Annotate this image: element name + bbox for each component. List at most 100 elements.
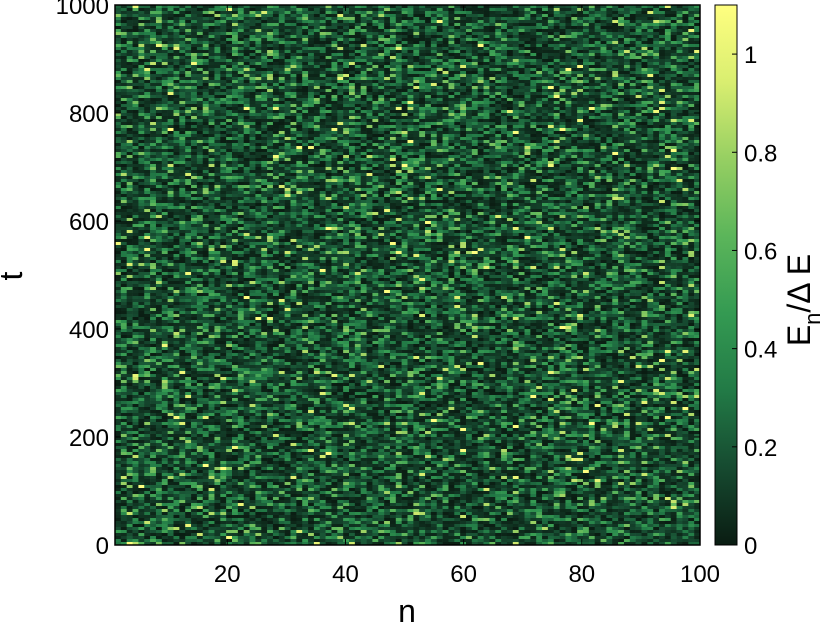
heatmap-cell	[132, 62, 139, 66]
heatmap-cell	[173, 83, 180, 87]
heatmap-cell	[518, 50, 525, 54]
heatmap-cell	[126, 101, 133, 105]
heatmap-cell	[518, 83, 525, 87]
heatmap-cell	[179, 71, 186, 75]
heatmap-cell	[161, 95, 168, 99]
heatmap-cell	[501, 47, 508, 51]
heatmap-cell	[261, 149, 268, 153]
heatmap-cell	[583, 29, 590, 33]
heatmap-cell	[471, 89, 478, 93]
heatmap-cell	[512, 77, 519, 81]
heatmap-cell	[425, 35, 432, 39]
heatmap-cell	[155, 152, 163, 156]
heatmap-cell	[372, 26, 379, 30]
heatmap-cell	[436, 80, 443, 84]
heatmap-cell	[477, 53, 484, 57]
heatmap-cell	[407, 110, 414, 114]
heatmap-cell	[296, 83, 303, 87]
heatmap-cell	[641, 137, 648, 141]
heatmap-cell	[302, 137, 309, 141]
heatmap-cell	[261, 59, 268, 63]
heatmap-cell	[202, 47, 209, 51]
heatmap-cell	[384, 143, 391, 147]
heatmap-cell	[325, 47, 332, 51]
heatmap-cell	[214, 107, 221, 111]
heatmap-cell	[448, 5, 455, 9]
heatmap-cell	[612, 95, 619, 99]
heatmap-cell	[506, 143, 514, 147]
heatmap-cell	[208, 41, 215, 45]
heatmap-cell	[583, 80, 590, 84]
heatmap-cell	[577, 128, 584, 132]
heatmap-cell	[676, 29, 683, 33]
heatmap-cell	[354, 44, 361, 48]
heatmap-cell	[173, 71, 180, 75]
heatmap-cell	[115, 92, 122, 96]
heatmap-cell	[179, 23, 186, 27]
heatmap-cell	[471, 41, 478, 45]
heatmap-cell	[389, 101, 397, 105]
heatmap-cell	[384, 101, 391, 105]
heatmap-cell	[337, 53, 344, 57]
heatmap-cell	[343, 47, 350, 51]
heatmap-cell	[448, 47, 455, 51]
heatmap-cell	[191, 29, 198, 33]
heatmap-cell	[308, 98, 315, 102]
heatmap-cell	[343, 119, 350, 123]
heatmap-cell	[232, 32, 239, 36]
heatmap-cell	[659, 86, 666, 90]
heatmap-cell	[688, 104, 695, 108]
heatmap-cell	[430, 110, 438, 114]
heatmap-cell	[419, 128, 426, 132]
heatmap-cell	[337, 107, 344, 111]
heatmap-cell	[384, 32, 391, 36]
heatmap-cell	[360, 128, 367, 132]
heatmap-cell	[325, 17, 332, 21]
heatmap-cells	[115, 5, 701, 546]
heatmap-cell	[179, 26, 186, 30]
heatmap-cell	[536, 26, 543, 30]
heatmap-cell	[454, 17, 461, 21]
heatmap-cell	[483, 149, 490, 153]
heatmap-cell	[144, 92, 151, 96]
heatmap-cell	[676, 44, 683, 48]
heatmap-cell	[641, 104, 648, 108]
heatmap-cell	[167, 65, 174, 69]
heatmap-cell	[232, 47, 239, 51]
heatmap-cell	[653, 38, 660, 42]
heatmap-cell	[237, 131, 244, 135]
heatmap-cell	[664, 41, 672, 45]
heatmap-cell	[647, 77, 654, 81]
heatmap-cell	[647, 131, 654, 135]
heatmap-cell	[220, 20, 227, 24]
heatmap-cell	[477, 137, 484, 141]
heatmap-cell	[629, 128, 636, 132]
heatmap-cell	[220, 56, 227, 60]
heatmap-cell	[536, 74, 543, 78]
heatmap-cell	[237, 20, 244, 24]
heatmap-cell	[477, 128, 484, 132]
heatmap-cell	[191, 107, 198, 111]
heatmap-cell	[454, 65, 461, 69]
heatmap-cell	[448, 122, 455, 126]
heatmap-cell	[536, 68, 543, 72]
heatmap-cell	[495, 140, 502, 144]
heatmap-cell	[571, 20, 578, 24]
heatmap-cell	[506, 95, 514, 99]
heatmap-cell	[425, 107, 432, 111]
heatmap-cell	[670, 5, 677, 9]
heatmap-cell	[389, 20, 397, 24]
heatmap-cell	[606, 74, 613, 78]
heatmap-cell	[179, 80, 186, 84]
heatmap-cell	[278, 38, 285, 42]
heatmap-cell	[349, 50, 356, 54]
heatmap-cell	[676, 104, 683, 108]
heatmap-cell	[565, 134, 572, 138]
heatmap-cell	[436, 77, 443, 81]
heatmap-cell	[155, 32, 163, 36]
heatmap-cell	[670, 29, 677, 33]
heatmap-cell	[489, 137, 496, 141]
heatmap-cell	[583, 59, 590, 63]
heatmap-cell	[138, 149, 145, 153]
heatmap-cell	[278, 104, 285, 108]
